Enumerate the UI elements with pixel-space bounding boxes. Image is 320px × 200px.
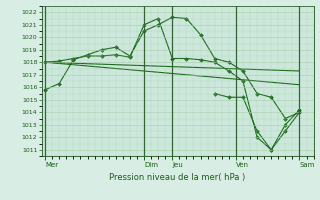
X-axis label: Pression niveau de la mer( hPa ): Pression niveau de la mer( hPa ) <box>109 173 246 182</box>
